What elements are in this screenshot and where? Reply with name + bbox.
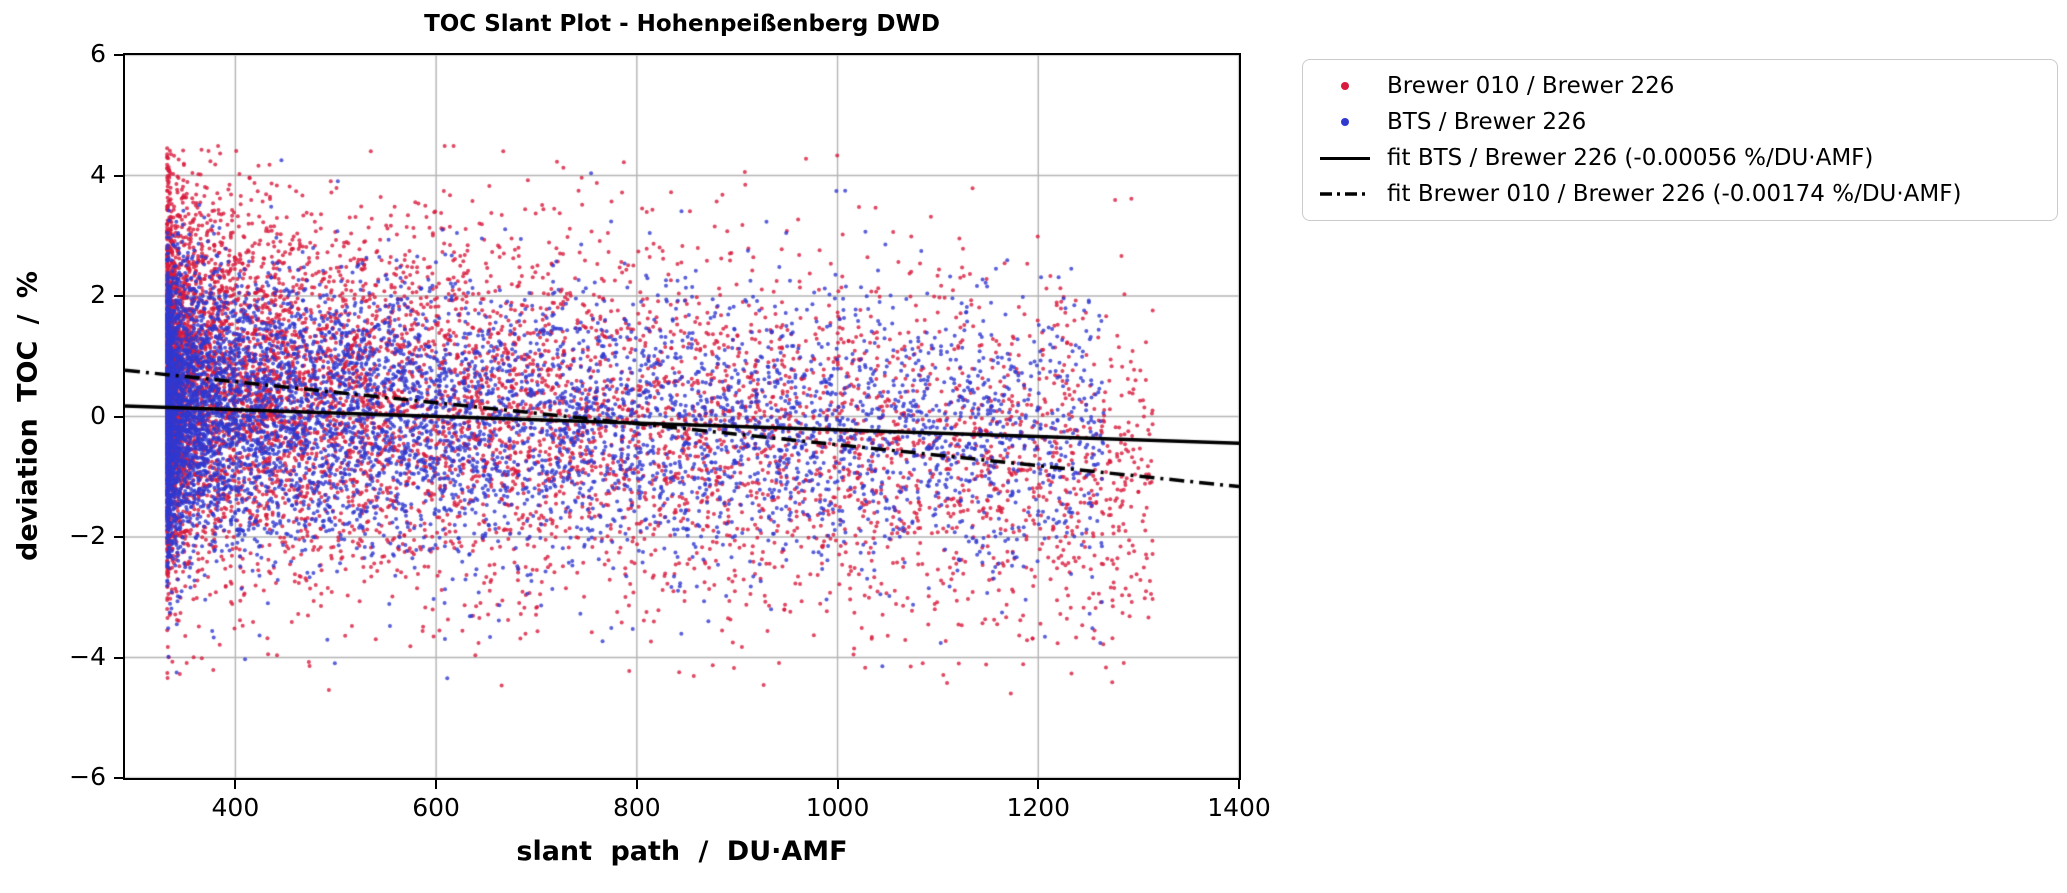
plot-canvas (125, 55, 1239, 778)
chart-title: TOC Slant Plot - Hohenpeißenberg DWD (424, 11, 940, 37)
y-tick-mark (114, 777, 123, 779)
x-tick-label: 1200 (1006, 793, 1071, 822)
legend-label: fit Brewer 010 / Brewer 226 (-0.00174 %/… (1387, 181, 1962, 207)
x-tick-label: 800 (612, 793, 661, 822)
legend-label: Brewer 010 / Brewer 226 (1387, 73, 1675, 99)
x-tick-label: 1000 (805, 793, 870, 822)
y-tick-label: 6 (90, 39, 106, 68)
legend-item: Brewer 010 / Brewer 226 (1319, 73, 2041, 99)
y-tick-label: −4 (69, 641, 106, 671)
red-dot-marker (1341, 82, 1349, 90)
y-tick-label: 4 (90, 159, 106, 189)
legend: Brewer 010 / Brewer 226 BTS / Brewer 226… (1302, 59, 2058, 221)
legend-label: fit BTS / Brewer 226 (-0.00056 %/DU·AMF) (1387, 145, 1874, 171)
x-tick-mark (836, 780, 839, 789)
solid-line-marker (1320, 156, 1370, 160)
x-tick-label: 600 (412, 793, 460, 822)
y-tick-label: −6 (69, 762, 106, 791)
y-tick-mark (114, 295, 123, 297)
legend-item: fit Brewer 010 / Brewer 226 (-0.00174 %/… (1319, 181, 2041, 207)
plot-area (123, 53, 1241, 780)
y-tick-mark (114, 536, 123, 538)
legend-marker (1319, 156, 1371, 160)
x-tick-mark (435, 780, 438, 789)
x-tick-mark (1037, 780, 1040, 789)
y-axis-label: deviation TOC / % (12, 271, 44, 561)
blue-dot-marker (1341, 118, 1349, 126)
legend-marker (1319, 82, 1371, 90)
x-tick-label: 1400 (1207, 793, 1271, 822)
x-tick-mark (635, 780, 638, 789)
y-tick-mark (114, 415, 123, 418)
x-axis-label: slant path / DU·AMF (516, 836, 848, 867)
legend-item: fit BTS / Brewer 226 (-0.00056 %/DU·AMF) (1319, 145, 2041, 171)
legend-marker (1319, 191, 1371, 197)
y-tick-mark (114, 174, 123, 177)
x-tick-label: 400 (211, 793, 260, 822)
y-tick-mark (114, 54, 123, 56)
x-tick-mark (1238, 780, 1240, 789)
legend-marker (1319, 118, 1371, 126)
y-tick-mark (114, 656, 123, 659)
x-tick-mark (234, 780, 237, 789)
dashdot-line-marker (1320, 192, 1370, 196)
legend-label: BTS / Brewer 226 (1387, 109, 1587, 135)
legend-item: BTS / Brewer 226 (1319, 109, 2041, 135)
